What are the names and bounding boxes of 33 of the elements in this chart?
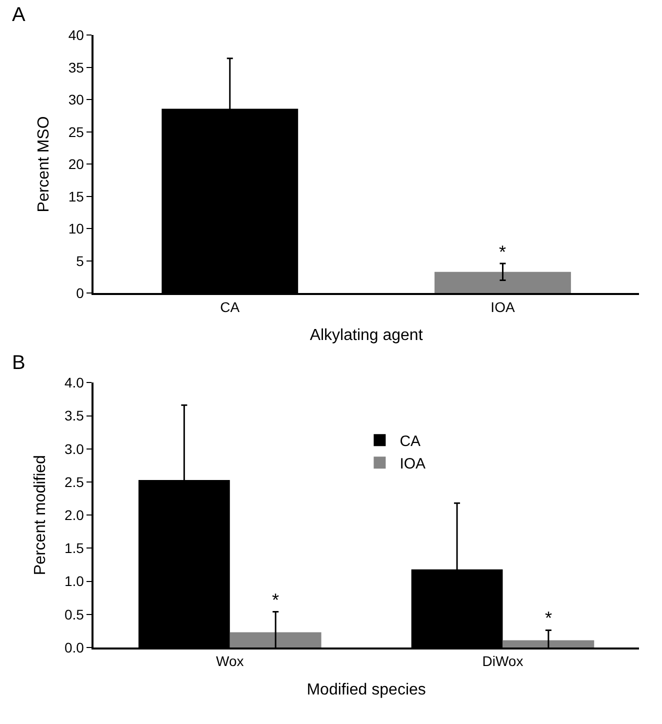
y-tick-label: 10 (68, 220, 84, 237)
y-tick-label: 3.5 (64, 408, 84, 424)
chart-title: A (12, 4, 26, 26)
annotation: * (499, 242, 506, 262)
y-tick-label: 0.5 (64, 606, 84, 622)
y-tick-label: 2.5 (64, 474, 84, 490)
y-tick-label: 2.0 (64, 506, 84, 523)
chart-title: B (12, 352, 26, 374)
y-axis-title: Percent MSO (36, 116, 53, 212)
legend-label: IOA (400, 456, 426, 473)
y-tick-label: 1.0 (64, 573, 84, 590)
y-axis-title: Percent modified (32, 455, 49, 576)
bar (230, 632, 322, 648)
legend-label: CA (400, 433, 421, 450)
bar (502, 640, 594, 648)
y-tick-label: 35 (68, 59, 84, 76)
y-tick-label: 30 (68, 92, 84, 108)
y-tick-label: 0 (76, 285, 84, 302)
annotation: * (545, 608, 552, 628)
y-tick-label: 40 (68, 27, 84, 44)
annotation: * (272, 590, 280, 610)
y-tick-label: 15 (68, 188, 84, 204)
y-tick-label: 3.0 (64, 440, 84, 457)
y-tick-label: 5 (76, 252, 84, 269)
y-tick-label: 1.5 (64, 540, 84, 556)
y-tick-label: 20 (68, 156, 84, 172)
x-tick-label: DiWox (482, 653, 524, 670)
x-axis-title: Modified species (306, 681, 426, 698)
x-axis-title: Alkylating agent (310, 326, 424, 344)
x-tick-label: Wox (216, 653, 244, 670)
y-tick-label: 4.0 (64, 374, 84, 391)
y-tick-label: 25 (68, 124, 84, 140)
y-tick-label: 0.0 (64, 639, 84, 656)
